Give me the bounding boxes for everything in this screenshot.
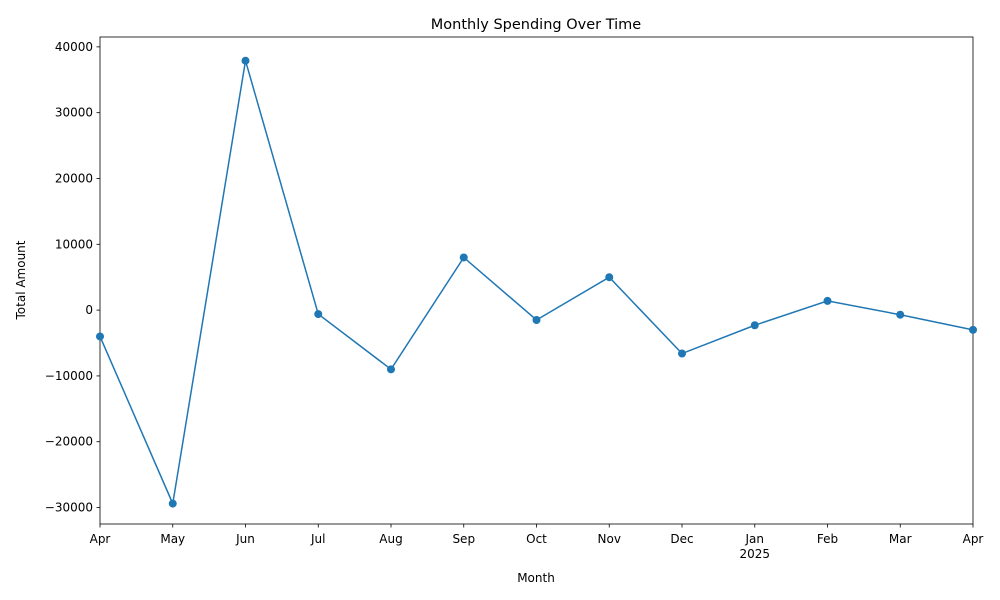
- x-year-label: 2025: [739, 547, 770, 561]
- y-tick-label: 20000: [55, 171, 93, 185]
- x-tick-label: Mar: [889, 532, 912, 546]
- data-point: [241, 56, 250, 65]
- x-tick-label: Nov: [598, 532, 621, 546]
- data-point: [823, 296, 832, 305]
- y-tick-label: 0: [85, 303, 93, 317]
- x-tick-label: Jan: [745, 532, 765, 546]
- y-tick-label: 40000: [55, 40, 93, 54]
- data-point: [896, 310, 905, 319]
- data-point: [532, 315, 541, 324]
- data-point: [750, 321, 759, 330]
- series-layer: [96, 56, 977, 508]
- x-tick-label: Jul: [310, 532, 325, 546]
- data-point: [168, 499, 177, 508]
- x-tick-label: Jun: [235, 532, 255, 546]
- y-axis-label: Total Amount: [14, 240, 28, 320]
- x-tick-label: Oct: [526, 532, 547, 546]
- y-tick-label: 10000: [55, 237, 93, 251]
- data-point: [969, 325, 977, 334]
- x-tick-label: Feb: [817, 532, 838, 546]
- x-tick-label: Sep: [452, 532, 475, 546]
- data-point: [459, 253, 468, 262]
- x-tick-label: Apr: [963, 532, 984, 546]
- x-tick-label: Dec: [670, 532, 693, 546]
- x-tick-label: May: [160, 532, 185, 546]
- y-tick-label: −20000: [45, 435, 93, 449]
- data-point: [96, 332, 104, 341]
- series-line: [99, 60, 974, 507]
- y-tick-label: −10000: [45, 369, 93, 383]
- x-tick-label: Aug: [379, 532, 402, 546]
- data-point: [314, 310, 323, 319]
- plot-frame: [99, 36, 974, 525]
- x-axis-label: Month: [517, 571, 555, 585]
- y-tick-label: 30000: [55, 106, 93, 120]
- data-point: [605, 273, 614, 282]
- y-axis: −30000 −20000 −10000 0 10000 20000 30000 40000: [45, 40, 100, 515]
- x-tick-label: Apr: [90, 532, 111, 546]
- chart-title: Monthly Spending Over Time: [431, 17, 641, 33]
- y-tick-label: −30000: [45, 501, 93, 515]
- data-point: [678, 349, 686, 358]
- data-point: [387, 365, 395, 374]
